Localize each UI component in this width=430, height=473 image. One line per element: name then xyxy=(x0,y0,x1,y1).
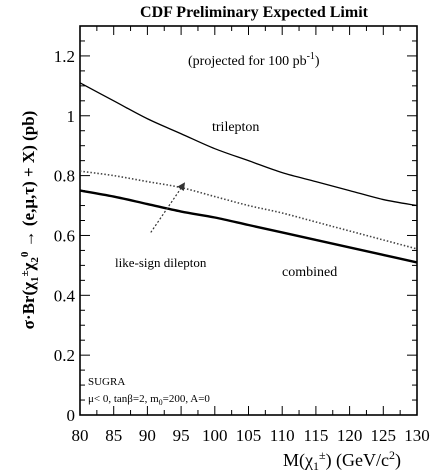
plot-frame xyxy=(79,25,418,416)
sugra-params-text: μ< 0, tanβ=2, m xyxy=(88,393,159,405)
y-tick-label: 0.8 xyxy=(54,167,75,186)
series-line-combined xyxy=(79,189,418,264)
series-layer xyxy=(79,82,418,264)
dilepton-arrow xyxy=(150,182,186,233)
x-tick-label: 105 xyxy=(236,426,262,445)
x-axis-label: M(χ1±) (GeV/c2) xyxy=(283,448,401,473)
xlabel-chi: χ xyxy=(304,450,313,470)
x-tick-label: 115 xyxy=(303,426,328,445)
y-tick-label: 1.2 xyxy=(54,47,75,66)
x-tick-label: 80 xyxy=(72,426,89,445)
xlabel-prefix: M( xyxy=(283,450,305,471)
subtitle-end: ) xyxy=(315,54,320,69)
ylabel-sub1: 1 xyxy=(29,277,41,283)
y-axis-label: σ·Br(χ1±χ20 → (e,μ,τ) + X) (pb) xyxy=(19,111,41,330)
xlabel-sup2: 2 xyxy=(389,448,395,462)
y-axis: 0 0.2 0.4 0.6 0.8 1 1.2 xyxy=(54,40,417,425)
x-tick-label: 110 xyxy=(270,426,295,445)
series-line-trilepton xyxy=(79,82,418,207)
ylabel-suffix: → (e,μ,τ) + X) (pb) xyxy=(19,111,38,252)
x-tick-label: 100 xyxy=(202,426,228,445)
y-tick-label: 0.2 xyxy=(54,346,75,365)
dilepton-label: like-sign dilepton xyxy=(115,255,207,270)
xlabel-sup: ± xyxy=(319,448,326,462)
chart-subtitle: (projected for 100 pb-1) xyxy=(188,51,320,69)
y-tick-label: 0.6 xyxy=(54,226,75,245)
x-tick-label: 120 xyxy=(337,426,363,445)
xlabel-sub: 1 xyxy=(313,459,319,473)
x-tick-label: 85 xyxy=(105,426,122,445)
y-tick-label: 0 xyxy=(67,406,76,425)
chart-title: CDF Preliminary Expected Limit xyxy=(140,4,369,21)
ylabel-sup2: 0 xyxy=(19,251,31,257)
ylabel-chi2: χ xyxy=(19,262,38,271)
ylabel-sup1: ± xyxy=(19,270,31,276)
sugra-params: μ< 0, tanβ=2, m0=200, A=0 xyxy=(88,393,210,407)
subtitle-sup: -1 xyxy=(307,51,315,62)
x-tick-label: 125 xyxy=(371,426,397,445)
x-tick-label: 95 xyxy=(173,426,190,445)
sugra-params-sub: 0 xyxy=(159,398,163,407)
x-tick-label: 90 xyxy=(139,426,156,445)
sugra-params-end: =200, A=0 xyxy=(163,393,211,405)
xlabel-end: ) xyxy=(395,450,401,471)
sugra-title: SUGRA xyxy=(88,376,125,388)
series-line-like-sign-dilepton xyxy=(79,170,418,250)
subtitle-text: (projected for 100 pb xyxy=(188,54,307,69)
trilepton-label: trilepton xyxy=(212,120,259,135)
y-tick-label: 0.4 xyxy=(54,286,76,305)
ylabel-chi1: χ xyxy=(19,282,38,291)
combined-label: combined xyxy=(282,265,337,280)
x-axis: 80 85 90 95 100 105 110 115 120 125 130 xyxy=(72,26,430,445)
ylabel-sub2: 2 xyxy=(29,257,41,263)
ylabel-prefix: σ·Br( xyxy=(19,290,38,330)
y-tick-label: 1 xyxy=(67,107,76,126)
xlabel-suffix: ) (GeV/c xyxy=(326,450,389,471)
x-tick-label: 130 xyxy=(404,426,430,445)
